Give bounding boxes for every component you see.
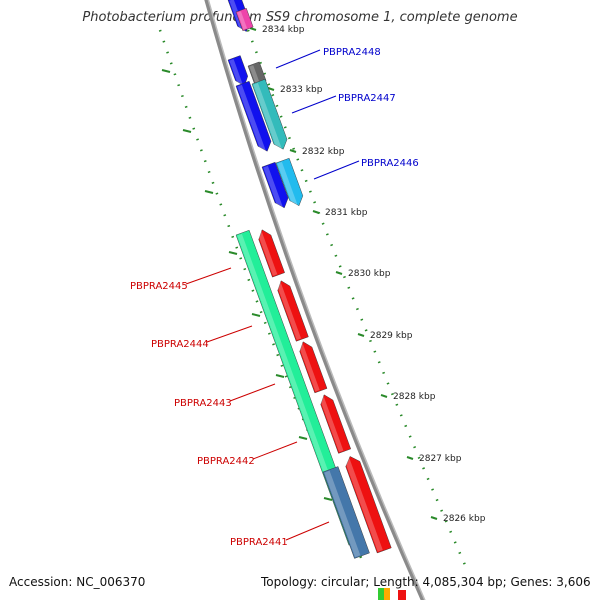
- cds-block-pink-shine: [237, 11, 248, 30]
- cds-block: [235, 80, 272, 153]
- tick-rings: [158, 27, 467, 566]
- label-leader: [185, 267, 232, 285]
- gene-features: [227, 0, 406, 600]
- cds-block-shape: [227, 55, 248, 87]
- accession-label: Accession: NC_006370: [9, 575, 146, 589]
- backbone-shadow: [207, 0, 426, 600]
- major-tick: [289, 149, 297, 153]
- minor-tick: [204, 190, 214, 194]
- forward-gene-pbpra2447-shape: [251, 78, 288, 150]
- reverse-gene-pbpra2442-shape: [320, 394, 351, 454]
- kbp-label: 2832 kbp: [302, 147, 345, 157]
- gene-labels: PBPRA2448 PBPRA2447 PBPRA2446 PBPRA2445 PBPR…: [130, 47, 419, 548]
- major-tick: [335, 271, 343, 275]
- forward-gene-pbpra2446-shine: [277, 161, 298, 207]
- cds-block-pink-shape: [235, 7, 254, 32]
- cds-block: [261, 161, 289, 209]
- kbp-label: 2828 kbp: [393, 392, 436, 402]
- gene-label-pbpra2446: PBPRA2446: [361, 158, 419, 169]
- forward-gene-pbpra2448-shine: [249, 65, 260, 84]
- backbone-line: [204, 0, 425, 600]
- outer-tick-ring: [246, 29, 467, 566]
- bottom-fragment-green: [378, 588, 384, 600]
- bottom-fragment-red: [398, 590, 406, 600]
- gene-label-pbpra2442: PBPRA2442: [197, 456, 255, 467]
- cds-block-steel-shine: [324, 470, 361, 558]
- minor-tick: [182, 129, 192, 133]
- cds-block-shine: [263, 165, 283, 209]
- cds-block-pink: [235, 7, 254, 32]
- minor-tick: [161, 69, 171, 73]
- major-tick: [406, 456, 414, 460]
- minor-tick: [323, 497, 333, 501]
- reverse-gene-pbpra2441-shape: [345, 456, 392, 554]
- label-leader: [229, 383, 276, 402]
- major-tick: [380, 394, 388, 398]
- reverse-gene-pbpra2445-shine: [257, 231, 278, 276]
- forward-gene-pbpra2447-shine: [253, 82, 282, 151]
- forward-gene-pbpra2447: [251, 78, 288, 151]
- reverse-gene-pbpra2443-shine: [298, 343, 320, 392]
- position-labels: 2834 kbp 2833 kbp 2832 kbp 2831 kbp 2830 kbp…: [262, 25, 486, 524]
- reverse-gene-pbpra2444-shape: [277, 280, 309, 342]
- cds-block-shine: [237, 84, 266, 153]
- kbp-label: 2827 kbp: [419, 454, 462, 464]
- minor-tick: [228, 251, 238, 255]
- cds-block-green-shine: [237, 233, 355, 544]
- label-leader: [206, 325, 253, 343]
- kbp-label: 2826 kbp: [443, 514, 486, 524]
- cds-block-steel: [322, 466, 370, 559]
- major-tick: [249, 27, 257, 31]
- kbp-label: 2830 kbp: [348, 269, 391, 279]
- backbone: [204, 0, 426, 600]
- gene-label-pbpra2444: PBPRA2444: [151, 339, 209, 350]
- label-leader: [252, 441, 298, 460]
- kbp-label: 2831 kbp: [325, 208, 368, 218]
- reverse-gene-pbpra2443: [298, 341, 328, 394]
- reverse-gene-pbpra2442-shine: [319, 396, 344, 453]
- label-leader: [291, 95, 337, 114]
- reverse-gene-pbpra2442: [319, 394, 351, 454]
- minor-tick: [298, 436, 308, 440]
- cds-block-shape: [235, 80, 272, 152]
- kbp-label: 2833 kbp: [280, 85, 323, 95]
- cds-block-shine: [229, 59, 244, 87]
- reverse-gene-pbpra2445: [257, 229, 285, 278]
- reverse-gene-pbpra2441: [344, 456, 392, 554]
- forward-gene-pbpra2446-shape: [275, 157, 304, 206]
- major-tick: [430, 516, 438, 520]
- bottom-fragment-orange: [384, 588, 390, 600]
- label-leader: [275, 49, 321, 69]
- forward-gene-pbpra2446: [275, 157, 304, 207]
- minor-tick: [275, 374, 285, 378]
- cds-block: [227, 55, 248, 87]
- reverse-gene-pbpra2444-shine: [276, 282, 302, 340]
- map-title: Photobacterium profundum SS9 chromosome …: [82, 10, 518, 25]
- major-tick: [312, 210, 320, 214]
- gene-label-pbpra2441: PBPRA2441: [230, 537, 288, 548]
- reverse-gene-pbpra2441-shine: [344, 457, 383, 552]
- gene-label-pbpra2443: PBPRA2443: [174, 398, 232, 409]
- label-leader: [285, 521, 330, 541]
- kbp-label: 2834 kbp: [262, 25, 305, 35]
- summary-label: Topology: circular; Length: 4,085,304 bp…: [261, 575, 591, 589]
- cds-block-steel-shape: [322, 466, 370, 559]
- gene-label-pbpra2447: PBPRA2447: [338, 93, 396, 104]
- label-leader: [313, 160, 360, 180]
- gene-label-pbpra2448: PBPRA2448: [323, 47, 381, 58]
- cds-block-shape: [261, 161, 289, 209]
- minor-tick: [251, 313, 261, 317]
- major-tick: [267, 87, 275, 91]
- reverse-gene-pbpra2444: [276, 280, 309, 342]
- kbp-label: 2829 kbp: [370, 331, 413, 341]
- reverse-gene-pbpra2445-shape: [258, 229, 285, 278]
- gene-label-pbpra2445: PBPRA2445: [130, 281, 188, 292]
- major-tick: [357, 333, 365, 337]
- reverse-gene-pbpra2443-shape: [299, 341, 328, 394]
